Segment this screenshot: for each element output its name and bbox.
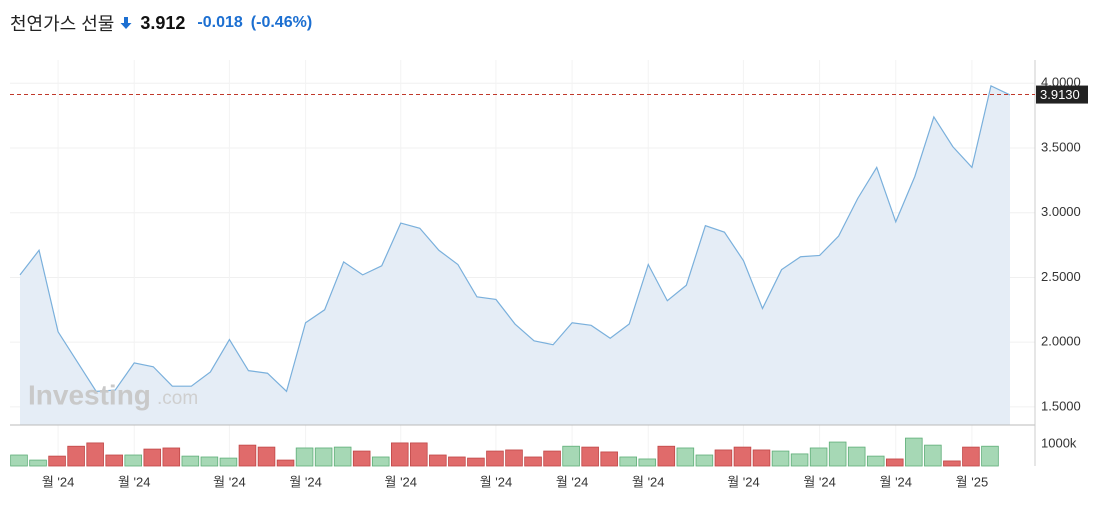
volume-bar <box>276 459 295 467</box>
last-price-badge <box>1036 85 1088 104</box>
x-tick-label: 월 '24 <box>803 474 836 489</box>
volume-bar <box>67 445 85 467</box>
volume-bar <box>600 451 618 467</box>
x-tick-label: 월 '24 <box>385 474 418 489</box>
instrument-title: 천연가스 선물 <box>10 14 115 34</box>
volume-bar <box>790 453 809 467</box>
header: 천연가스 선물 3.912 -0.018 (-0.46%) <box>10 8 312 38</box>
volume-bar <box>86 442 104 467</box>
volume-bar <box>733 446 752 467</box>
volume-bar <box>885 458 904 467</box>
volume-bar <box>181 455 200 467</box>
volume-bar <box>809 447 828 467</box>
volume-bar <box>676 447 695 467</box>
volume-bar <box>295 447 314 467</box>
y-tick-label: 3.0000 <box>1041 204 1081 219</box>
volume-bar <box>866 455 885 467</box>
x-tick-label: 월 '24 <box>727 474 760 489</box>
x-tick-label: 월 '24 <box>632 474 665 489</box>
volume-bar <box>105 454 123 467</box>
down-arrow-icon <box>120 17 132 29</box>
y-tick-label: 3.5000 <box>1041 139 1081 154</box>
volume-bar <box>143 448 162 467</box>
volume-bar <box>638 458 657 467</box>
volume-bar <box>429 454 447 467</box>
volume-bar <box>467 457 485 467</box>
volume-bar <box>257 446 276 467</box>
volume-bar <box>562 445 580 467</box>
volume-bar <box>828 441 847 467</box>
price-line <box>19 85 1011 393</box>
volume-bar <box>924 444 942 467</box>
volume-bar <box>124 454 143 467</box>
x-tick-label: 월 '24 <box>289 474 322 489</box>
watermark: Investing .com <box>28 379 198 410</box>
volume-bar <box>48 455 66 467</box>
x-tick-label: 월 '24 <box>213 474 246 489</box>
volume-bar <box>581 446 599 467</box>
volume-bar <box>505 449 523 467</box>
x-tick-label: 월 '24 <box>556 474 589 489</box>
volume-bar <box>486 450 504 467</box>
volume-bar <box>543 450 561 467</box>
volume-bar <box>695 454 714 467</box>
y-tick-label: 2.5000 <box>1041 269 1081 284</box>
x-tick-label: 월 '24 <box>118 474 151 489</box>
volume-bar <box>10 454 28 467</box>
x-tick-label: 월 '24 <box>880 474 913 489</box>
volume-bar <box>29 459 47 467</box>
y-tick-label: 1.5000 <box>1041 398 1081 413</box>
volume-bar <box>943 460 961 467</box>
volume-bar <box>619 456 638 467</box>
volume-bar <box>771 450 790 467</box>
area-fill <box>20 85 1010 425</box>
watermark-brand: Investing <box>28 379 151 410</box>
volume-bar <box>162 447 181 467</box>
watermark-suffix: .com <box>157 388 198 409</box>
volume-bar <box>390 442 409 467</box>
volume-tick-label: 1000k <box>1041 435 1077 450</box>
price-change-percent: (-0.46%) <box>250 14 313 31</box>
volume-bar <box>524 456 542 467</box>
volume-bar <box>410 442 428 467</box>
last-price: 3.912 <box>140 12 186 33</box>
x-tick-label: 월 '24 <box>42 474 75 489</box>
volume-bar <box>333 446 352 467</box>
volume-bar <box>200 456 219 467</box>
y-tick-label: 2.0000 <box>1041 334 1081 349</box>
last-price-label: 3.9130 <box>1040 87 1080 102</box>
x-tick-label: 월 '24 <box>480 474 513 489</box>
volume-bar <box>314 447 333 467</box>
volume-bar <box>981 445 999 467</box>
volume-bar <box>657 445 676 467</box>
volume-bar <box>238 444 257 467</box>
price-change: -0.018 <box>197 14 243 31</box>
volume-bar <box>905 437 923 467</box>
volume-bar <box>219 457 238 467</box>
volume-bar <box>847 446 866 467</box>
volume-bar <box>448 456 466 467</box>
volume-bar <box>714 449 733 467</box>
volume-bar <box>371 456 390 467</box>
x-tick-label: 월 '25 <box>956 474 989 489</box>
volume-bar <box>352 450 371 467</box>
volume-bar <box>752 449 771 467</box>
volume-bar <box>962 446 980 467</box>
